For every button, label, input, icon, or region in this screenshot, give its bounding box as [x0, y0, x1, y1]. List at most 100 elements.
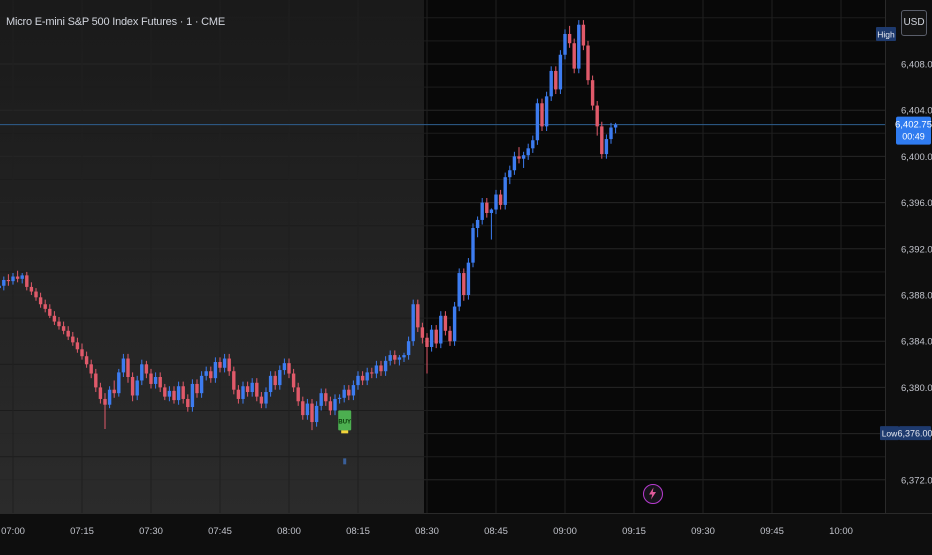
candle-body[interactable]	[439, 315, 443, 344]
candle-body[interactable]	[273, 375, 277, 386]
candle-body[interactable]	[581, 24, 586, 46]
candle-body[interactable]	[604, 139, 609, 155]
candle-body[interactable]	[494, 194, 498, 210]
candle-body[interactable]	[176, 386, 181, 401]
candle-body[interactable]	[333, 398, 337, 411]
candle-body[interactable]	[245, 386, 250, 393]
candle-body[interactable]	[324, 393, 328, 402]
candle-body[interactable]	[144, 364, 149, 374]
candle-body[interactable]	[558, 54, 563, 90]
candle-body[interactable]	[503, 177, 507, 205]
candle-body[interactable]	[328, 401, 333, 411]
candle-body[interactable]	[121, 358, 126, 373]
candle-body[interactable]	[15, 276, 20, 279]
candle-body[interactable]	[172, 390, 176, 401]
candle-body[interactable]	[567, 33, 572, 44]
candle-body[interactable]	[475, 219, 480, 229]
candle-body[interactable]	[420, 327, 425, 338]
candle-body[interactable]	[448, 330, 452, 342]
candle-body[interactable]	[356, 375, 360, 386]
candle-body[interactable]	[517, 156, 521, 159]
candle-body[interactable]	[75, 342, 80, 350]
candle-body[interactable]	[393, 355, 397, 360]
candle-body[interactable]	[149, 373, 153, 384]
candle-body[interactable]	[29, 286, 34, 292]
candle-body[interactable]	[554, 70, 558, 90]
candle-body[interactable]	[314, 405, 319, 423]
candle-body[interactable]	[11, 276, 15, 282]
candle-body[interactable]	[199, 375, 204, 394]
candle-body[interactable]	[406, 341, 411, 356]
candle-body[interactable]	[213, 361, 218, 379]
candle-body[interactable]	[351, 385, 356, 396]
candle-body[interactable]	[540, 103, 544, 127]
candle-body[interactable]	[572, 43, 576, 69]
candle-body[interactable]	[204, 371, 208, 376]
candle-body[interactable]	[301, 401, 305, 416]
candle-body[interactable]	[140, 364, 144, 381]
candle-body[interactable]	[38, 297, 43, 305]
candle-body[interactable]	[379, 365, 383, 372]
candle-body[interactable]	[48, 308, 52, 316]
candle-body[interactable]	[190, 383, 195, 408]
candle-body[interactable]	[337, 397, 342, 399]
candle-body[interactable]	[563, 33, 567, 55]
candle-body[interactable]	[195, 383, 199, 394]
candle-body[interactable]	[278, 370, 282, 386]
candle-body[interactable]	[236, 389, 241, 399]
candle-body[interactable]	[209, 371, 213, 379]
candle-body[interactable]	[264, 392, 268, 404]
candle-body[interactable]	[508, 170, 512, 178]
candle-body[interactable]	[462, 273, 466, 295]
candle-body[interactable]	[577, 24, 581, 69]
candle-body[interactable]	[255, 382, 259, 397]
candle-body[interactable]	[135, 380, 139, 396]
candle-body[interactable]	[20, 275, 24, 279]
candle-body[interactable]	[544, 96, 549, 127]
candle-body[interactable]	[535, 103, 540, 141]
candle-body[interactable]	[452, 306, 457, 342]
candle-body[interactable]	[94, 373, 98, 388]
candle-body[interactable]	[489, 209, 494, 213]
candle-body[interactable]	[434, 329, 438, 344]
candle-body[interactable]	[388, 355, 392, 361]
candle-body[interactable]	[163, 387, 167, 397]
candle-body[interactable]	[425, 337, 429, 347]
candle-body[interactable]	[397, 357, 402, 360]
candle-body[interactable]	[600, 126, 604, 155]
candle-body[interactable]	[512, 156, 517, 171]
candle-body[interactable]	[526, 148, 530, 156]
candle-body[interactable]	[57, 321, 61, 327]
candle-body[interactable]	[61, 326, 66, 331]
candle-body[interactable]	[43, 304, 47, 309]
candle-body[interactable]	[98, 387, 103, 399]
candle-body[interactable]	[466, 262, 471, 295]
candle-body[interactable]	[181, 386, 185, 399]
candle-body[interactable]	[471, 228, 475, 263]
candle-body[interactable]	[416, 304, 420, 328]
candle-body[interactable]	[305, 403, 310, 416]
candle-body[interactable]	[287, 363, 291, 374]
candle-body[interactable]	[6, 279, 11, 282]
candle-body[interactable]	[153, 377, 158, 384]
candle-body[interactable]	[52, 315, 57, 322]
candle-body[interactable]	[84, 356, 89, 365]
candle-body[interactable]	[485, 202, 489, 213]
candle-body[interactable]	[365, 372, 369, 381]
candle-body[interactable]	[282, 363, 287, 371]
candle-body[interactable]	[259, 396, 264, 404]
candle-body[interactable]	[586, 45, 590, 81]
candle-body[interactable]	[0, 285, 1, 289]
candle-body[interactable]	[107, 389, 112, 405]
candle-body[interactable]	[402, 355, 406, 358]
candle-body[interactable]	[595, 105, 599, 127]
candle-body[interactable]	[498, 194, 503, 205]
candle-body[interactable]	[613, 124, 618, 128]
candle-body[interactable]	[549, 70, 553, 97]
candle-body[interactable]	[429, 329, 434, 347]
candle-body[interactable]	[2, 279, 6, 286]
candle-body[interactable]	[411, 304, 415, 342]
candle-body[interactable]	[521, 155, 526, 159]
candle-body[interactable]	[250, 382, 254, 393]
